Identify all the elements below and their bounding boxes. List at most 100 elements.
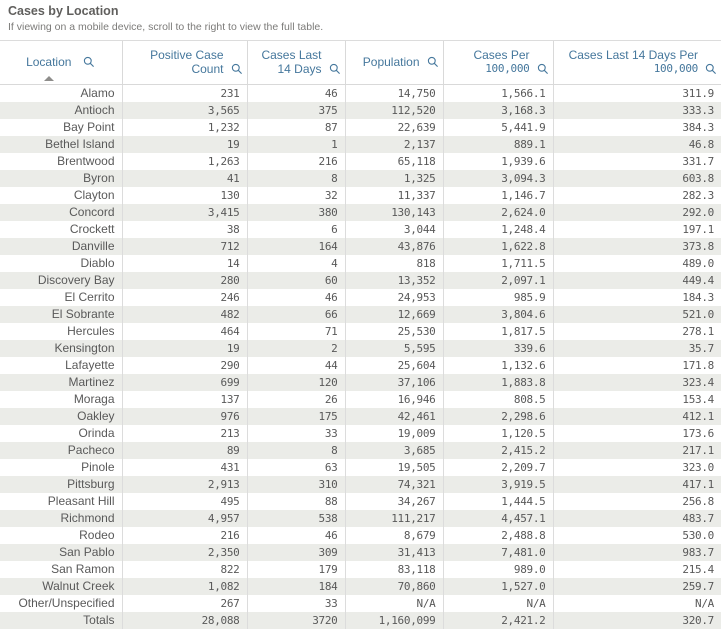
cell-value: 3,044 <box>344 221 443 238</box>
cell-value: 339.6 <box>442 340 553 357</box>
cell-value: 184.3 <box>552 289 721 306</box>
cell-location[interactable]: San Ramon <box>51 562 115 576</box>
cell-location[interactable]: Pleasant Hill <box>47 494 115 508</box>
column-header-text: 100,000 <box>485 62 530 75</box>
cell-location[interactable]: Oakley <box>77 409 115 423</box>
panel-header: Cases by Location If viewing on a mobile… <box>0 0 721 33</box>
cell-value: 3720 <box>246 612 345 629</box>
cell-value: 24,953 <box>344 289 443 306</box>
cell-value: 66 <box>246 306 345 323</box>
cell-value: 818 <box>344 255 443 272</box>
cell-value: 246 <box>121 289 247 306</box>
cell-location[interactable]: Discovery Bay <box>37 273 115 287</box>
cell-location[interactable]: Richmond <box>60 511 115 525</box>
cell-location[interactable]: Clayton <box>73 188 115 202</box>
cell-location[interactable]: Pittsburg <box>67 477 115 491</box>
table-row: Richmond 4,957 538 111,217 4,457.1 483.7 <box>0 510 721 527</box>
cell-location[interactable]: Moraga <box>73 392 115 406</box>
search-icon[interactable] <box>537 63 549 76</box>
table-row: Orinda 213 33 19,009 1,120.5 173.6 <box>0 425 721 442</box>
cell-location[interactable]: Lafayette <box>65 358 115 372</box>
cell-location[interactable]: El Sobrante <box>51 307 115 321</box>
cell-location[interactable]: Bay Point <box>63 120 115 134</box>
cell-value: 13,352 <box>344 272 443 289</box>
cell-value: 495 <box>121 493 247 510</box>
cell-value: 74,321 <box>344 476 443 493</box>
search-icon[interactable] <box>329 63 341 76</box>
cell-value: 1,527.0 <box>442 578 553 595</box>
column-header-text: Count <box>191 62 224 76</box>
table-row: Moraga 137 26 16,946 808.5 153.4 <box>0 391 721 408</box>
cell-location[interactable]: Hercules <box>67 324 115 338</box>
table-row: Kensington 19 2 5,595 339.6 35.7 <box>0 340 721 357</box>
cell-value: 7,481.0 <box>442 544 553 561</box>
cell-location[interactable]: Bethel Island <box>45 137 115 151</box>
cell-value: N/A <box>344 595 443 612</box>
cell-value: 1,132.6 <box>442 357 553 374</box>
search-icon[interactable] <box>705 63 717 76</box>
cell-value: 65,118 <box>344 153 443 170</box>
cell-location[interactable]: San Pablo <box>59 545 115 559</box>
cell-value: 3,919.5 <box>442 476 553 493</box>
search-icon[interactable] <box>83 56 95 69</box>
cell-value: 282.3 <box>552 187 721 204</box>
cell-location[interactable]: Other/Unspecified <box>18 596 115 610</box>
column-header-text: Cases Last 14 Days Per <box>568 48 698 62</box>
cell-location[interactable]: Diablo <box>80 256 115 270</box>
cell-value: 311.9 <box>552 84 721 102</box>
cell-location[interactable]: El Cerrito <box>64 290 115 304</box>
cell-value: 2,421.2 <box>442 612 553 629</box>
column-header-cases-last-14-days-per-100000[interactable]: Cases Last 14 Days Per 100,000 <box>552 40 721 85</box>
cell-value: 1 <box>246 136 345 153</box>
column-header-location[interactable]: Location <box>0 40 122 85</box>
cell-value: 71 <box>246 323 345 340</box>
cell-location[interactable]: Walnut Creek <box>42 579 115 593</box>
cell-value: 25,604 <box>344 357 443 374</box>
cell-value: 417.1 <box>552 476 721 493</box>
cell-value: 603.8 <box>552 170 721 187</box>
search-icon[interactable] <box>427 56 439 69</box>
cell-location[interactable]: Crockett <box>69 222 115 236</box>
cell-location[interactable]: Brentwood <box>57 154 115 168</box>
cell-value: 171.8 <box>552 357 721 374</box>
column-header-cases-per-100000[interactable]: Cases Per 100,000 <box>442 40 553 85</box>
cell-value: 41 <box>121 170 247 187</box>
cell-location[interactable]: Concord <box>69 205 115 219</box>
cell-value: 197.1 <box>552 221 721 238</box>
column-header-cases-last-14-days[interactable]: Cases Last 14 Days <box>246 40 345 85</box>
cell-location[interactable]: Pacheco <box>67 443 115 457</box>
column-header-population[interactable]: Population <box>344 40 443 85</box>
cell-value: 31,413 <box>344 544 443 561</box>
cell-value: 4,957 <box>121 510 247 527</box>
cell-location[interactable]: Martinez <box>68 375 115 389</box>
cell-value: 37,106 <box>344 374 443 391</box>
cell-value: 3,094.3 <box>442 170 553 187</box>
cell-value: 333.3 <box>552 102 721 119</box>
cell-value: 12,669 <box>344 306 443 323</box>
cell-location[interactable]: Pinole <box>81 460 115 474</box>
cell-value: 482 <box>121 306 247 323</box>
cell-value: 11,337 <box>344 187 443 204</box>
cell-value: 22,639 <box>344 119 443 136</box>
column-header-positive-case-count[interactable]: Positive Case Count <box>121 40 247 85</box>
cell-value: 63 <box>246 459 345 476</box>
cell-value: 2 <box>246 340 345 357</box>
cell-value: 489.0 <box>552 255 721 272</box>
cell-value: 822 <box>121 561 247 578</box>
cell-value: 216 <box>246 153 345 170</box>
column-header-text: 14 Days <box>277 62 322 76</box>
cell-location[interactable]: Rodeo <box>79 528 115 542</box>
cell-location[interactable]: Kensington <box>54 341 115 355</box>
cell-value: 1,939.6 <box>442 153 553 170</box>
cell-location[interactable]: Alamo <box>80 86 115 100</box>
cell-location[interactable]: Danville <box>71 239 115 253</box>
cell-location[interactable]: Byron <box>83 171 115 185</box>
table-row: Pinole 431 63 19,505 2,209.7 323.0 <box>0 459 721 476</box>
cell-value: 33 <box>246 425 345 442</box>
search-icon[interactable] <box>231 63 243 76</box>
cell-value: 46 <box>246 527 345 544</box>
cell-location[interactable]: Orinda <box>78 426 115 440</box>
cell-value: 292.0 <box>552 204 721 221</box>
page-subtitle: If viewing on a mobile device, scroll to… <box>8 21 324 33</box>
cell-location[interactable]: Antioch <box>74 103 115 117</box>
